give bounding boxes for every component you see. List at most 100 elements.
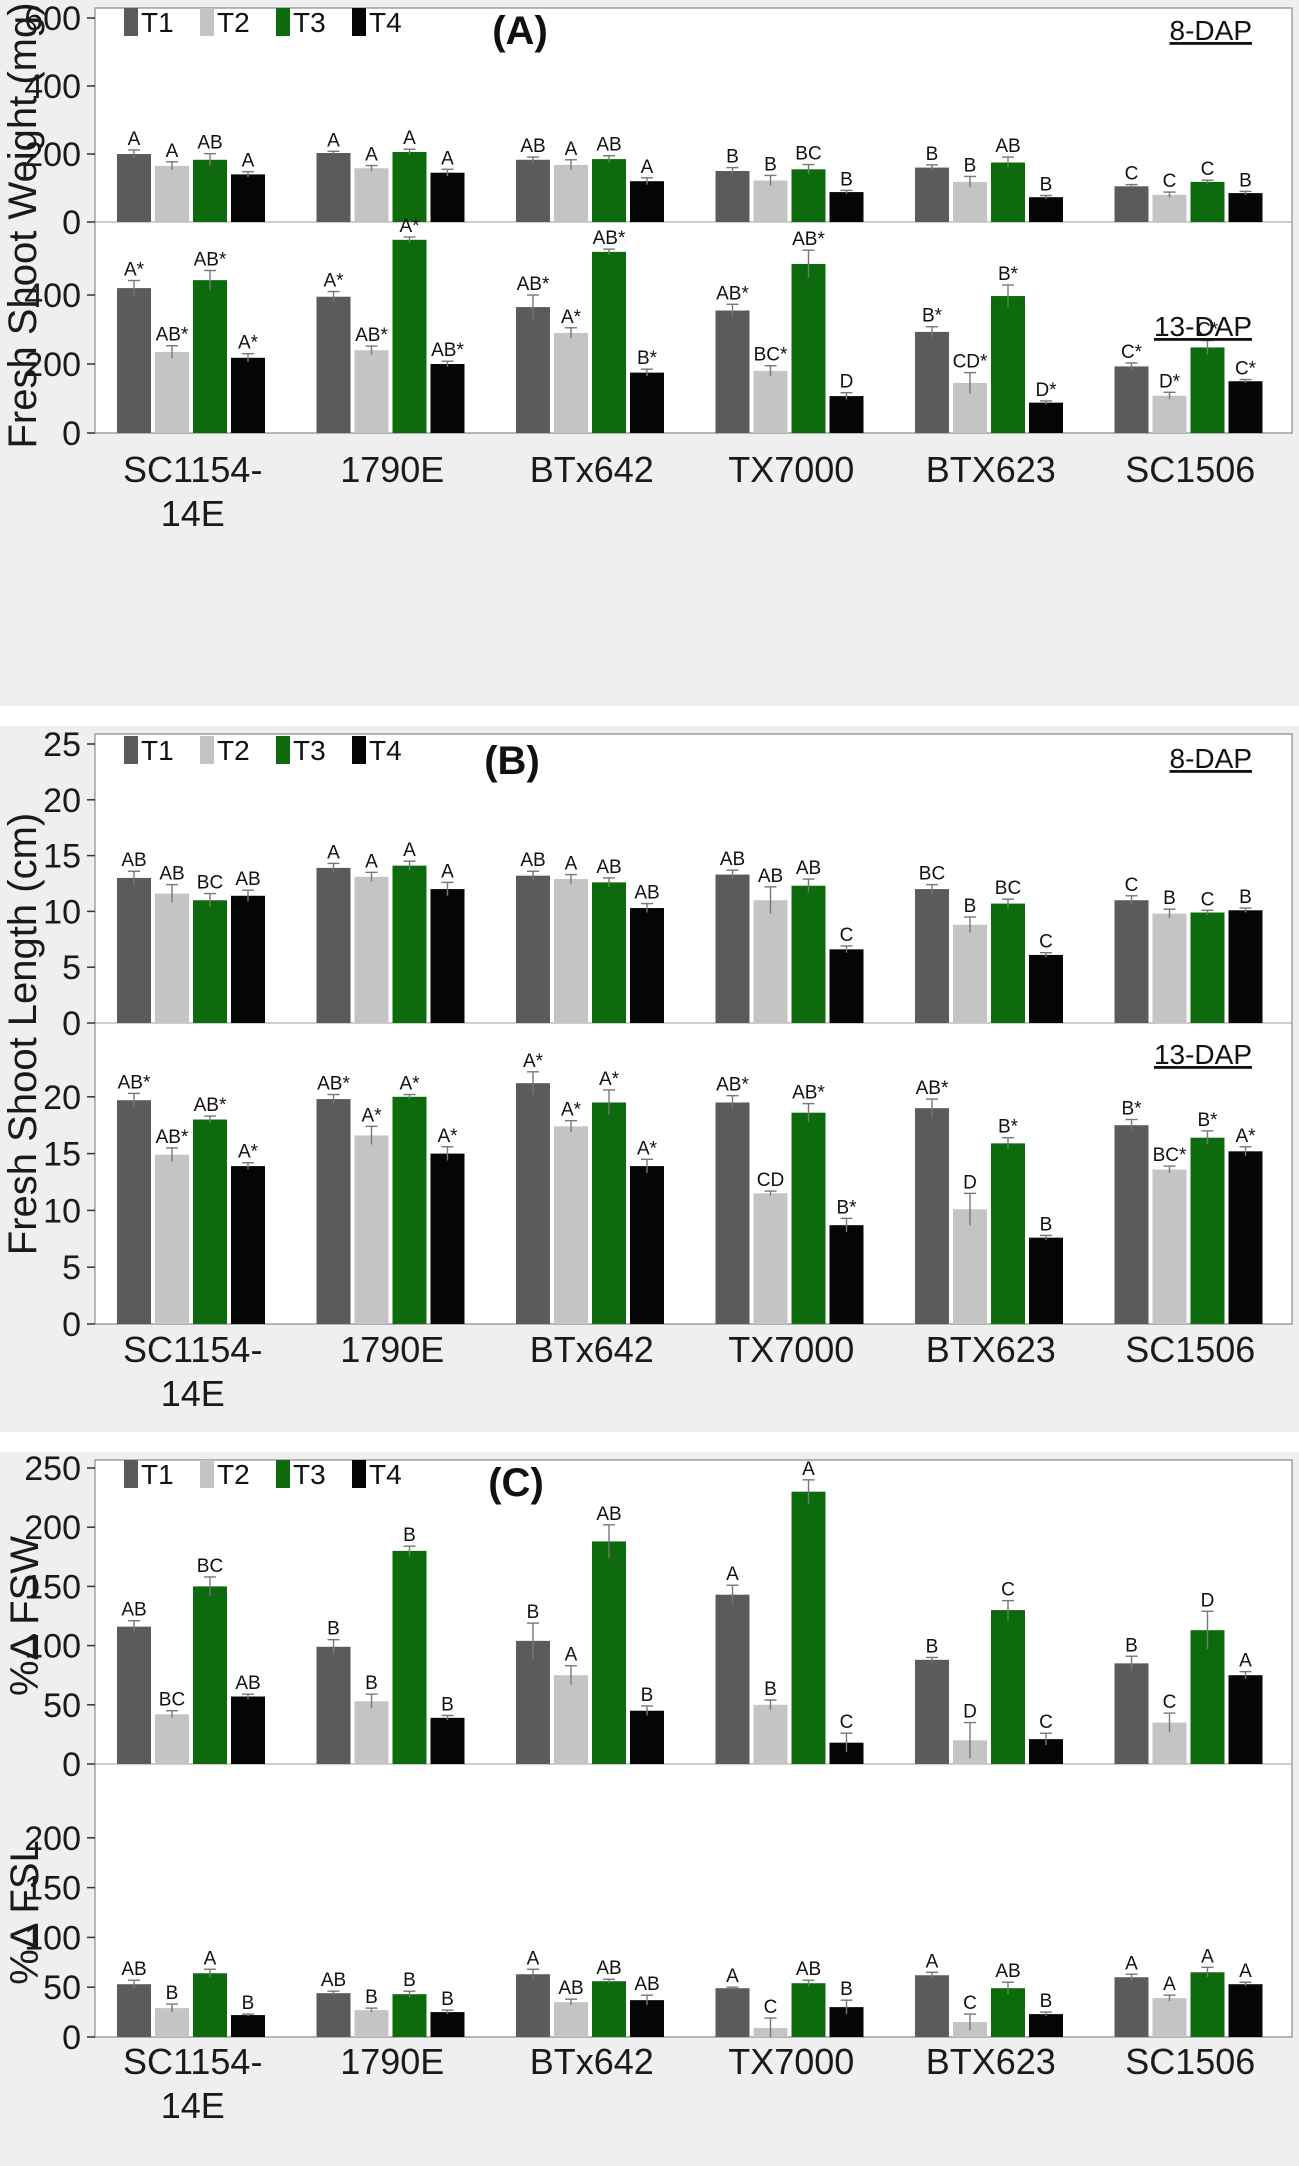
legend-label-t4: T4 xyxy=(369,7,402,38)
significance-letter: A xyxy=(365,145,378,166)
bar-t2 xyxy=(354,1701,389,1764)
significance-letter: B xyxy=(441,1694,454,1715)
legend-label-t3: T3 xyxy=(293,7,326,38)
bar-t1 xyxy=(117,1626,151,1764)
x-category-label: SC1506 xyxy=(1125,449,1255,490)
bar-t1 xyxy=(915,889,949,1023)
legend-label-t1: T1 xyxy=(141,1459,174,1490)
y-tick-label: 100 xyxy=(24,1628,81,1666)
bar-t1 xyxy=(316,1099,351,1324)
significance-letter: A* xyxy=(124,260,145,281)
significance-letter: C xyxy=(1125,875,1139,896)
y-tick-label: 200 xyxy=(24,1820,81,1858)
legend-swatch-t4 xyxy=(352,736,366,764)
bar-t1 xyxy=(117,1984,151,2037)
significance-letter: AB* xyxy=(716,1075,749,1096)
significance-letter: AB* xyxy=(792,1083,825,1104)
bar-t2 xyxy=(1152,194,1187,222)
bar-t2 xyxy=(554,164,588,222)
bar-t4 xyxy=(231,1166,265,1324)
legend-swatch-t2 xyxy=(200,1460,214,1488)
y-tick-label: 5 xyxy=(62,949,81,987)
bar-t1 xyxy=(915,167,949,222)
bar-t2 xyxy=(953,924,987,1023)
significance-letter: AB xyxy=(520,850,545,871)
significance-letter: A* xyxy=(523,1051,544,1072)
significance-letter: AB xyxy=(596,135,621,156)
significance-letter: A xyxy=(726,1966,739,1987)
bar-t3 xyxy=(1190,181,1225,222)
y-tick-label: 20 xyxy=(43,782,81,820)
subplot-label: 13-DAP xyxy=(1154,1039,1252,1070)
significance-letter: C xyxy=(963,1993,977,2014)
bar-t3 xyxy=(193,159,227,222)
significance-letter: AB xyxy=(796,858,821,879)
significance-letter: AB xyxy=(121,1600,146,1621)
legend-swatch-t3 xyxy=(276,736,290,764)
bar-t4 xyxy=(630,908,664,1023)
bar-t4 xyxy=(829,949,864,1023)
significance-letter: B xyxy=(1239,887,1252,908)
bar-t3 xyxy=(791,885,826,1023)
bar-t4 xyxy=(430,364,465,433)
bar-t1 xyxy=(516,1640,550,1764)
bar-t1 xyxy=(117,288,151,433)
significance-letter: C* xyxy=(1235,359,1257,380)
y-tick-label: 200 xyxy=(24,1509,81,1547)
significance-letter: BC xyxy=(159,1690,185,1711)
bar-t2 xyxy=(753,180,788,222)
significance-letter: B xyxy=(527,1602,540,1623)
legend-label-t2: T2 xyxy=(217,1459,250,1490)
legend-swatch-t2 xyxy=(200,8,214,36)
significance-letter: A xyxy=(441,148,454,169)
y-tick-label: 150 xyxy=(24,1870,81,1908)
significance-letter: AB* xyxy=(716,283,749,304)
significance-letter: A xyxy=(365,851,378,872)
significance-letter: A* xyxy=(437,1126,458,1147)
y-tick-label: 250 xyxy=(24,1450,81,1488)
plot-area xyxy=(95,734,1292,1324)
significance-letter: AB xyxy=(197,133,222,154)
significance-letter: B xyxy=(926,1636,939,1657)
bar-t2 xyxy=(554,2002,588,2037)
significance-letter: B* xyxy=(998,264,1019,285)
legend-label-t1: T1 xyxy=(141,7,174,38)
bar-t2 xyxy=(155,1154,189,1324)
significance-letter: CD* xyxy=(953,352,988,373)
y-axis-label: Fresh Shoot Length (cm) xyxy=(1,813,45,1255)
bar-t2 xyxy=(354,876,389,1023)
significance-letter: AB* xyxy=(317,1074,350,1095)
legend-swatch-t1 xyxy=(124,8,138,36)
significance-letter: B xyxy=(441,1989,454,2010)
y-tick-label: 20 xyxy=(43,1079,81,1117)
significance-letter: A* xyxy=(361,1105,382,1126)
significance-letter: A* xyxy=(399,1074,420,1095)
bar-t4 xyxy=(430,2012,465,2037)
bar-t2 xyxy=(1152,1998,1187,2037)
significance-letter: A xyxy=(403,840,416,861)
significance-letter: D xyxy=(963,1172,977,1193)
significance-letter: AB xyxy=(321,1970,346,1991)
bar-t2 xyxy=(354,350,389,433)
significance-letter: A xyxy=(166,141,179,162)
bar-t1 xyxy=(1114,186,1149,222)
significance-letter: AB* xyxy=(431,340,464,361)
significance-letter: BC xyxy=(795,144,821,165)
bar-t4 xyxy=(630,1710,664,1764)
bar-t1 xyxy=(117,154,151,222)
bar-t2 xyxy=(753,370,788,433)
y-tick-label: 25 xyxy=(43,726,81,764)
bar-t2 xyxy=(753,1704,788,1764)
significance-letter: D xyxy=(963,1702,977,1723)
bar-t2 xyxy=(155,893,189,1023)
significance-letter: AB xyxy=(121,850,146,871)
bar-t4 xyxy=(1029,197,1063,222)
significance-letter: B xyxy=(403,1970,416,1991)
significance-letter: AB xyxy=(758,866,783,887)
bar-t3 xyxy=(193,1973,227,2037)
y-tick-label: 400 xyxy=(24,68,81,106)
significance-letter: A xyxy=(565,139,578,160)
bar-t1 xyxy=(316,1646,351,1764)
